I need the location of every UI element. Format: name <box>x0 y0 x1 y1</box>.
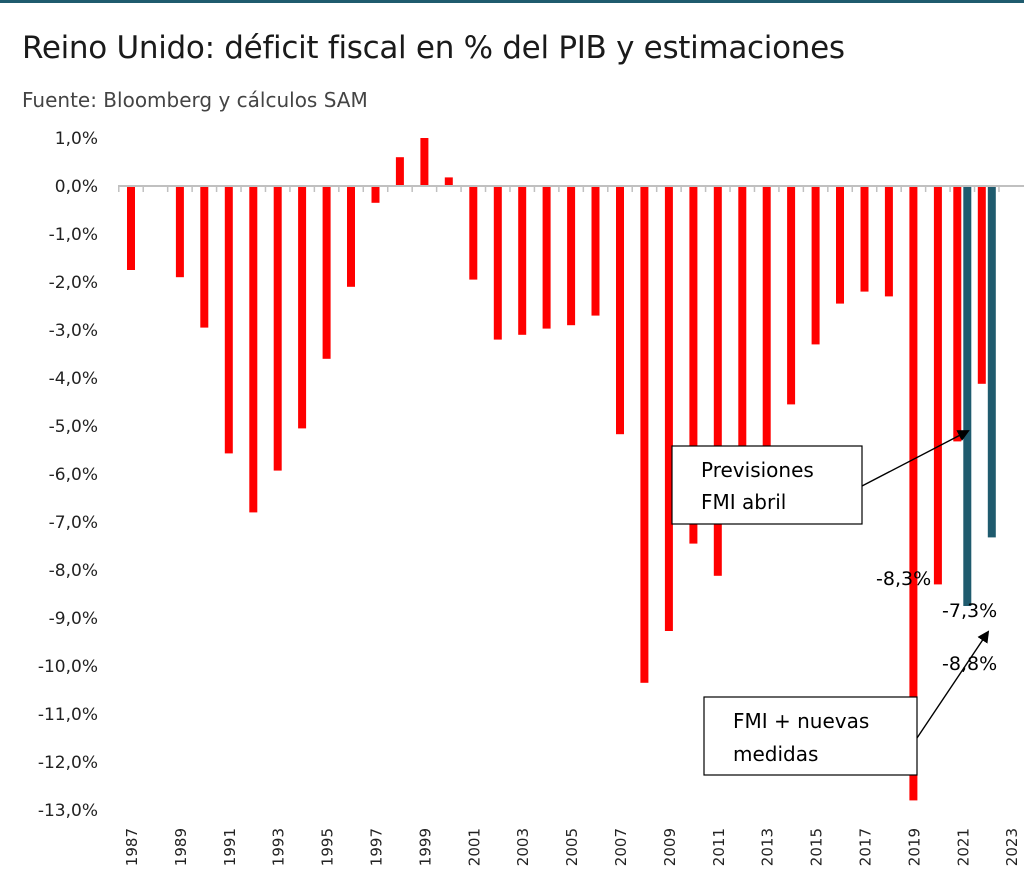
annotation-line: FMI + nuevas <box>733 709 869 733</box>
y-axis-labels: 1,0% 0,0% -1,0% -2,0% -3,0% -4,0% -5,0% -6,0% -7… <box>38 129 98 821</box>
data-label-2021: -8,3% <box>876 568 931 590</box>
x-tick-label: 2011 <box>710 828 728 866</box>
bars <box>127 138 996 801</box>
y-tick-label: 0,0% <box>55 177 98 197</box>
bar-2016 <box>836 186 844 304</box>
bar-2002 <box>493 186 502 340</box>
y-tick-label: -5,0% <box>49 417 98 437</box>
x-tick-label: 1999 <box>416 828 434 866</box>
bar-1992 <box>249 186 258 513</box>
bar-2007 <box>616 186 624 435</box>
annotation-arrow <box>916 630 990 739</box>
x-tick-label: 2001 <box>465 828 483 866</box>
bar-2020 <box>933 186 942 585</box>
x-axis <box>118 185 1024 192</box>
bar-2005 <box>567 186 576 326</box>
bar-2021-fmi <box>963 186 972 606</box>
y-tick-label: -13,0% <box>38 801 98 821</box>
y-tick-label: -2,0% <box>49 273 98 293</box>
bar-2014 <box>787 186 796 405</box>
x-tick-label: 2007 <box>612 828 630 866</box>
bar-2015 <box>811 186 820 345</box>
y-tick-label: -3,0% <box>49 321 98 341</box>
data-label-2022-fmi: -8,8% <box>942 653 997 675</box>
bar-2001 <box>469 186 478 280</box>
bar-2004 <box>542 186 551 329</box>
bar-1995 <box>322 186 331 359</box>
bar-2021 <box>953 186 962 442</box>
chart-subtitle: Fuente: Bloomberg y cálculos SAM <box>22 88 368 112</box>
x-tick-label: 2005 <box>563 828 581 866</box>
data-label-2023-fmi: -7,3% <box>942 600 997 622</box>
bar-1990 <box>200 186 209 328</box>
annotation-line: FMI abril <box>701 490 786 514</box>
chart-title: Reino Unido: déficit fiscal en % del PIB… <box>22 30 845 66</box>
bar-1999 <box>420 138 429 186</box>
x-tick-label: 1993 <box>270 828 288 866</box>
bar-2006 <box>591 186 600 316</box>
annotation-fmi: FMI + nuevas medidas <box>703 630 990 776</box>
bar-1991 <box>224 186 233 454</box>
x-tick-label: 1989 <box>172 828 190 866</box>
bar-2019 <box>909 186 918 801</box>
x-tick-label: 2009 <box>661 828 679 866</box>
annotation-box <box>671 445 863 525</box>
bar-2011 <box>713 186 722 576</box>
y-tick-label: -10,0% <box>38 657 98 677</box>
bar-2000 <box>444 177 453 186</box>
x-tick-label: 2019 <box>905 828 923 866</box>
bar-2018 <box>884 186 893 297</box>
y-tick-label: -9,0% <box>49 609 98 629</box>
x-tick-label: 1997 <box>368 828 386 866</box>
x-tick-label: 2023 <box>1003 828 1021 866</box>
x-tick-label: 2015 <box>808 828 826 866</box>
bar-2010 <box>689 186 698 544</box>
bar-1997 <box>371 186 380 203</box>
x-tick-label: 1991 <box>221 828 239 866</box>
bar-2022-fmi <box>987 186 996 538</box>
y-tick-label: -6,0% <box>49 465 98 485</box>
bar-1994 <box>298 186 307 429</box>
x-tick-label: 1995 <box>319 828 337 866</box>
annotation-arrow <box>861 430 970 487</box>
x-tick-label: 2003 <box>514 828 532 866</box>
annotation-line: Previsiones <box>701 458 814 482</box>
y-tick-label: -4,0% <box>49 369 98 389</box>
x-axis-labels: 1987 1989 1991 1993 1995 1997 1999 2001 2003 2005… <box>123 828 1021 866</box>
bar-2008 <box>640 186 649 683</box>
annotation-previsiones: Previsiones FMI abril <box>671 430 970 525</box>
y-tick-label: 1,0% <box>55 129 98 149</box>
bar-2009 <box>664 186 673 631</box>
bar-2013 <box>762 186 771 454</box>
bar-1987 <box>127 186 135 270</box>
annotation-box <box>703 696 918 776</box>
bar-2003 <box>518 186 527 335</box>
top-rule <box>0 0 1024 3</box>
x-tick-label: 2013 <box>759 828 777 866</box>
x-tick-label: 2021 <box>954 828 972 866</box>
bar-1998 <box>395 157 404 186</box>
bar-2022 <box>977 186 986 384</box>
bar-1996 <box>347 186 355 287</box>
y-tick-label: -7,0% <box>49 513 98 533</box>
x-tick-label: 1987 <box>123 828 141 866</box>
x-tick-label: 2017 <box>857 828 875 866</box>
y-tick-label: -11,0% <box>38 705 98 725</box>
bar-2012 <box>738 186 747 454</box>
y-tick-label: -12,0% <box>38 753 98 773</box>
bar-1989 <box>175 186 184 278</box>
y-tick-label: -1,0% <box>49 225 98 245</box>
bar-1993 <box>273 186 282 471</box>
annotation-line: medidas <box>733 742 818 766</box>
y-tick-label: -8,0% <box>49 561 98 581</box>
bar-2017 <box>860 186 869 292</box>
